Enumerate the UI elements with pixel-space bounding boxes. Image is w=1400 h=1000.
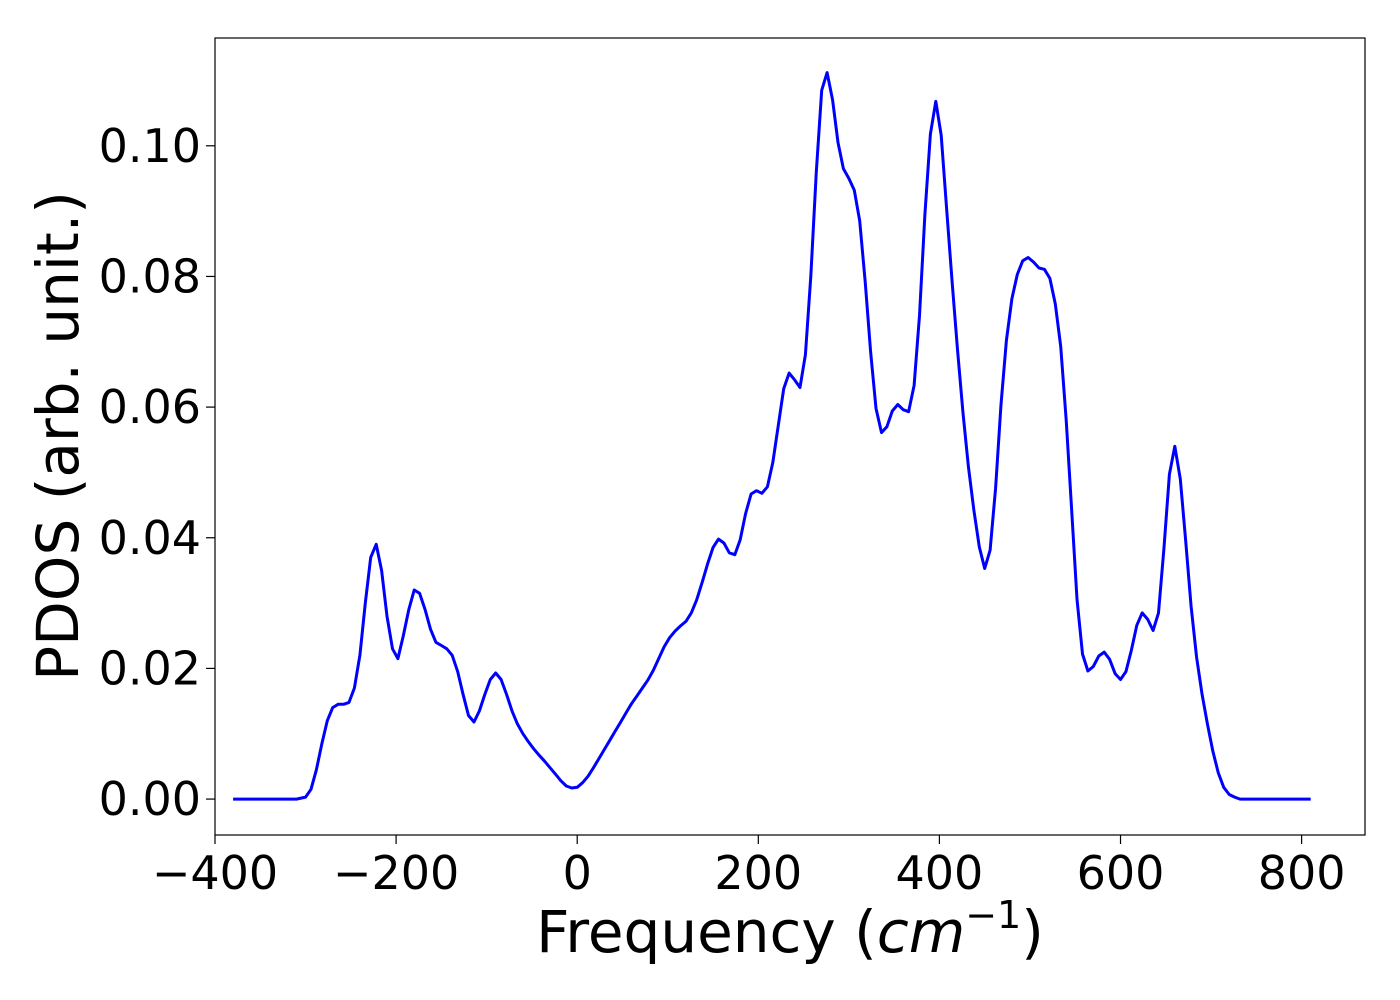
x-axis-label-close: ): [1021, 898, 1044, 966]
x-tick-label: 400: [896, 846, 984, 900]
x-axis-label-unit: cm: [877, 898, 965, 966]
y-axis-ticks: 0.00 0.02 0.04 0.06 0.08 0.10: [99, 119, 215, 826]
x-tick-label: 0: [563, 846, 592, 900]
y-tick-label: 0.06: [99, 380, 201, 434]
x-axis-ticks: −400 −200 0 200 400 600 800: [152, 835, 1346, 900]
y-tick-label: 0.04: [99, 511, 201, 565]
pdos-series-line: [233, 71, 1311, 801]
series-layer: [233, 71, 1311, 801]
x-tick-label: −400: [152, 846, 278, 900]
plot-area-frame: [214, 37, 1366, 836]
x-axis-label-text: Frequency (: [536, 898, 877, 966]
x-tick-label: 200: [714, 846, 802, 900]
y-axis-label: PDOS (arb. unit.): [24, 191, 92, 681]
x-tick-label: 800: [1258, 846, 1346, 900]
x-tick-label: 600: [1077, 846, 1165, 900]
y-tick-label: 0.08: [99, 249, 201, 303]
x-tick-label: −200: [333, 846, 459, 900]
x-axis-label: Frequency (cm−1): [536, 893, 1044, 966]
y-tick-label: 0.00: [99, 772, 201, 826]
y-tick-label: 0.02: [99, 641, 201, 695]
x-axis-label-exponent: −1: [965, 893, 1021, 937]
y-tick-label: 0.10: [99, 119, 201, 173]
